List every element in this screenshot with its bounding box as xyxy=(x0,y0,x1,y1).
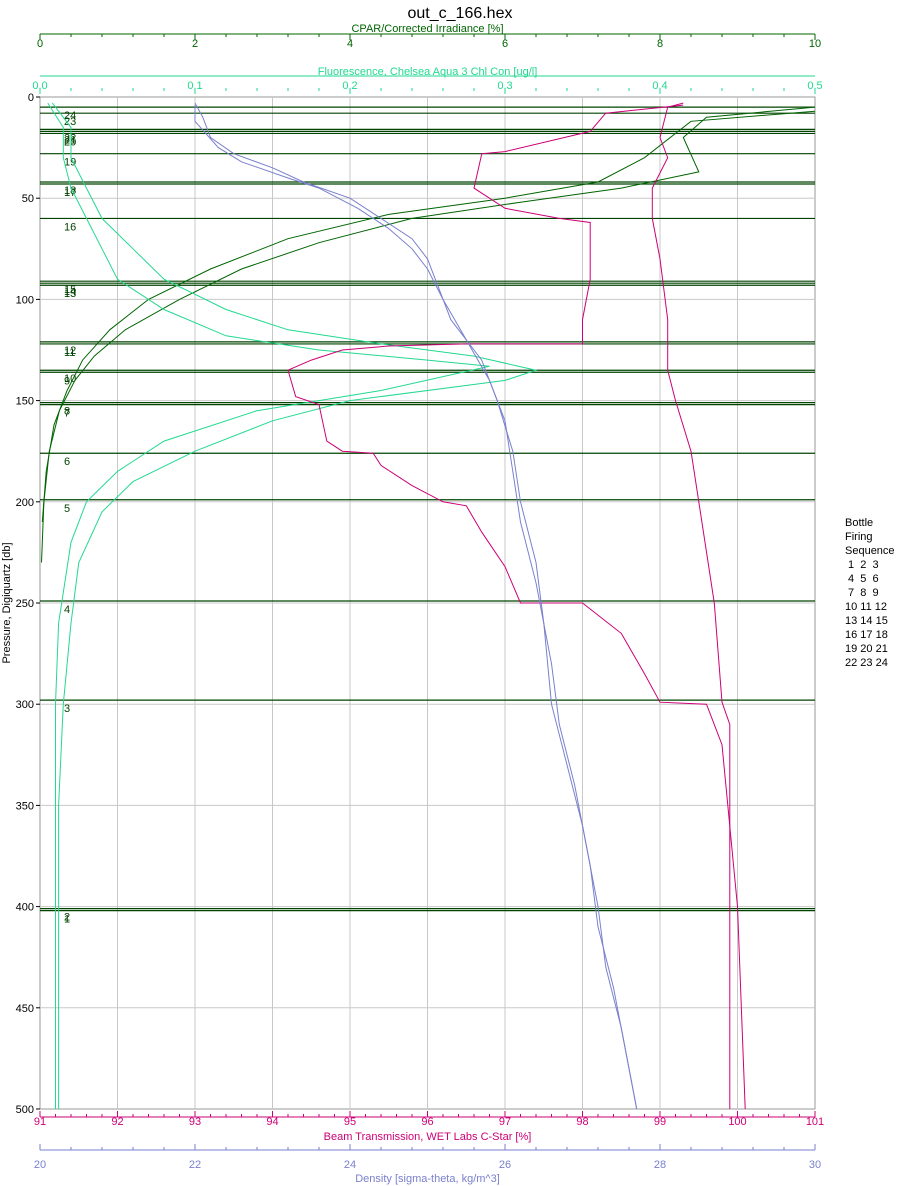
density-axis-label: Density [sigma-theta, kg/m^3] xyxy=(355,1173,500,1185)
trans-tick-label: 101 xyxy=(806,1116,824,1128)
cpar-tick-label: 2 xyxy=(192,38,198,50)
legend-line: 13 14 15 xyxy=(845,615,888,627)
fluor-tick-label: 0.0 xyxy=(32,80,47,92)
fluor-tick-label: 0.2 xyxy=(342,80,357,92)
bottle-label: 16 xyxy=(64,221,76,233)
bottle-label: 1 xyxy=(64,914,70,926)
trans-axis-label: Beam Transmission, WET Labs C-Star [%] xyxy=(324,1131,532,1143)
series-line-trans xyxy=(287,104,746,1110)
y-tick-label: 400 xyxy=(16,902,34,914)
legend-line: 7 8 9 xyxy=(845,587,879,599)
y-tick-label: 50 xyxy=(22,193,34,205)
cpar-tick-label: 6 xyxy=(502,38,508,50)
trans-tick-label: 92 xyxy=(111,1116,123,1128)
bottle-label: 19 xyxy=(64,157,76,169)
series-line-fluor xyxy=(52,102,538,1109)
bottle-label: 7 xyxy=(64,408,70,420)
fluor-tick-label: 0.5 xyxy=(807,80,822,92)
series-line-cpar xyxy=(41,110,816,523)
y-tick-label: 500 xyxy=(16,1104,34,1116)
cpar-tick-label: 4 xyxy=(347,38,353,50)
trans-tick-label: 91 xyxy=(34,1116,46,1128)
trans-tick-label: 95 xyxy=(344,1116,356,1128)
y-tick-label: 350 xyxy=(16,800,34,812)
bottle-label: 2 xyxy=(64,912,70,924)
series-line-cpar xyxy=(41,106,816,563)
bottle-label: 4 xyxy=(64,604,70,616)
trans-tick-label: 94 xyxy=(266,1116,278,1128)
cpar-tick-label: 8 xyxy=(657,38,663,50)
y-tick-label: 0 xyxy=(28,92,34,104)
y-tick-label: 150 xyxy=(16,396,34,408)
bottle-label: 18 xyxy=(64,185,76,197)
y-tick-label: 100 xyxy=(16,294,34,306)
legend-line: Sequence xyxy=(845,545,895,557)
y-axis-label: Pressure, Digiquartz [db] xyxy=(1,542,13,663)
trans-tick-label: 100 xyxy=(728,1116,746,1128)
bottle-label: 15 xyxy=(64,284,76,296)
trans-tick-label: 97 xyxy=(499,1116,511,1128)
density-tick-label: 28 xyxy=(654,1159,666,1171)
chart-title: out_c_166.hex xyxy=(408,5,513,22)
cpar-tick-label: 0 xyxy=(37,38,43,50)
cpar-tick-label: 10 xyxy=(809,38,821,50)
trans-tick-label: 96 xyxy=(421,1116,433,1128)
bottle-label: 14 xyxy=(64,286,76,298)
legend-line: Firing xyxy=(845,531,873,543)
bottle-label: 11 xyxy=(64,347,75,359)
fluor-axis-label: Fluorescence, Chelsea Aqua 3 Chl Con [ug… xyxy=(318,66,538,78)
series-line-density xyxy=(194,105,638,1110)
bottle-label: 13 xyxy=(64,288,76,300)
bottle-label: 20 xyxy=(64,136,76,148)
bottle-label: 22 xyxy=(64,132,76,144)
trans-tick-label: 93 xyxy=(189,1116,201,1128)
series-line-fluor xyxy=(47,102,490,1109)
bottle-label: 8 xyxy=(64,406,70,418)
bottle-label: 6 xyxy=(64,456,70,468)
bottle-label: 12 xyxy=(64,345,76,357)
bottle-label: 17 xyxy=(64,187,76,199)
bottle-label: 3 xyxy=(64,703,70,715)
fluor-tick-label: 0.3 xyxy=(497,80,512,92)
series-group xyxy=(41,102,816,1110)
trans-tick-label: 98 xyxy=(576,1116,588,1128)
bottle-label: 10 xyxy=(64,373,76,385)
bottle-label: 5 xyxy=(64,503,70,515)
density-tick-label: 26 xyxy=(499,1159,511,1171)
density-tick-label: 20 xyxy=(34,1159,46,1171)
y-tick-label: 450 xyxy=(16,1003,34,1015)
fluor-tick-label: 0.4 xyxy=(652,80,667,92)
legend-line: 16 17 18 xyxy=(845,629,888,641)
legend-line: 10 11 12 xyxy=(845,601,888,613)
legend-line: 1 2 3 xyxy=(845,559,879,571)
legend-line: Bottle xyxy=(845,517,874,529)
fluor-tick-label: 0.1 xyxy=(187,80,202,92)
grid xyxy=(39,96,816,1110)
legend-line: 4 5 6 xyxy=(845,573,879,585)
legend-line: 19 20 21 xyxy=(845,643,888,655)
legend-line: 22 23 24 xyxy=(845,657,888,669)
bottle-label: 21 xyxy=(64,134,76,146)
y-tick-label: 200 xyxy=(16,497,34,509)
trans-tick-label: 99 xyxy=(654,1116,666,1128)
density-tick-label: 30 xyxy=(809,1159,821,1171)
axes: 050100150200250300350400450500Pressure, … xyxy=(1,23,824,1185)
density-tick-label: 22 xyxy=(189,1159,201,1171)
bottle-firing-legend: Bottle Firing Sequence 1 2 3 4 5 6 7 8 9 10… xyxy=(845,516,895,670)
bottle-label: 9 xyxy=(64,375,70,387)
y-tick-label: 250 xyxy=(16,598,34,610)
density-tick-label: 24 xyxy=(344,1159,356,1171)
y-tick-label: 300 xyxy=(16,699,34,711)
series-line-trans xyxy=(651,102,731,1109)
bottle-label: 23 xyxy=(64,116,76,128)
cpar-axis-label: CPAR/Corrected Irradiance [%] xyxy=(351,23,503,35)
